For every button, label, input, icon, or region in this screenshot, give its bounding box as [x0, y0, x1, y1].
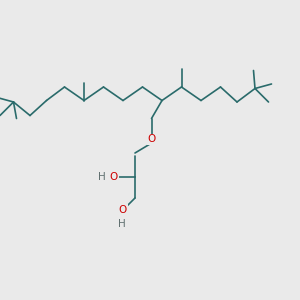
Text: H: H	[118, 219, 125, 230]
Text: O: O	[110, 172, 118, 182]
Text: O: O	[119, 205, 127, 215]
Text: H: H	[98, 172, 105, 182]
Text: O: O	[147, 134, 156, 145]
